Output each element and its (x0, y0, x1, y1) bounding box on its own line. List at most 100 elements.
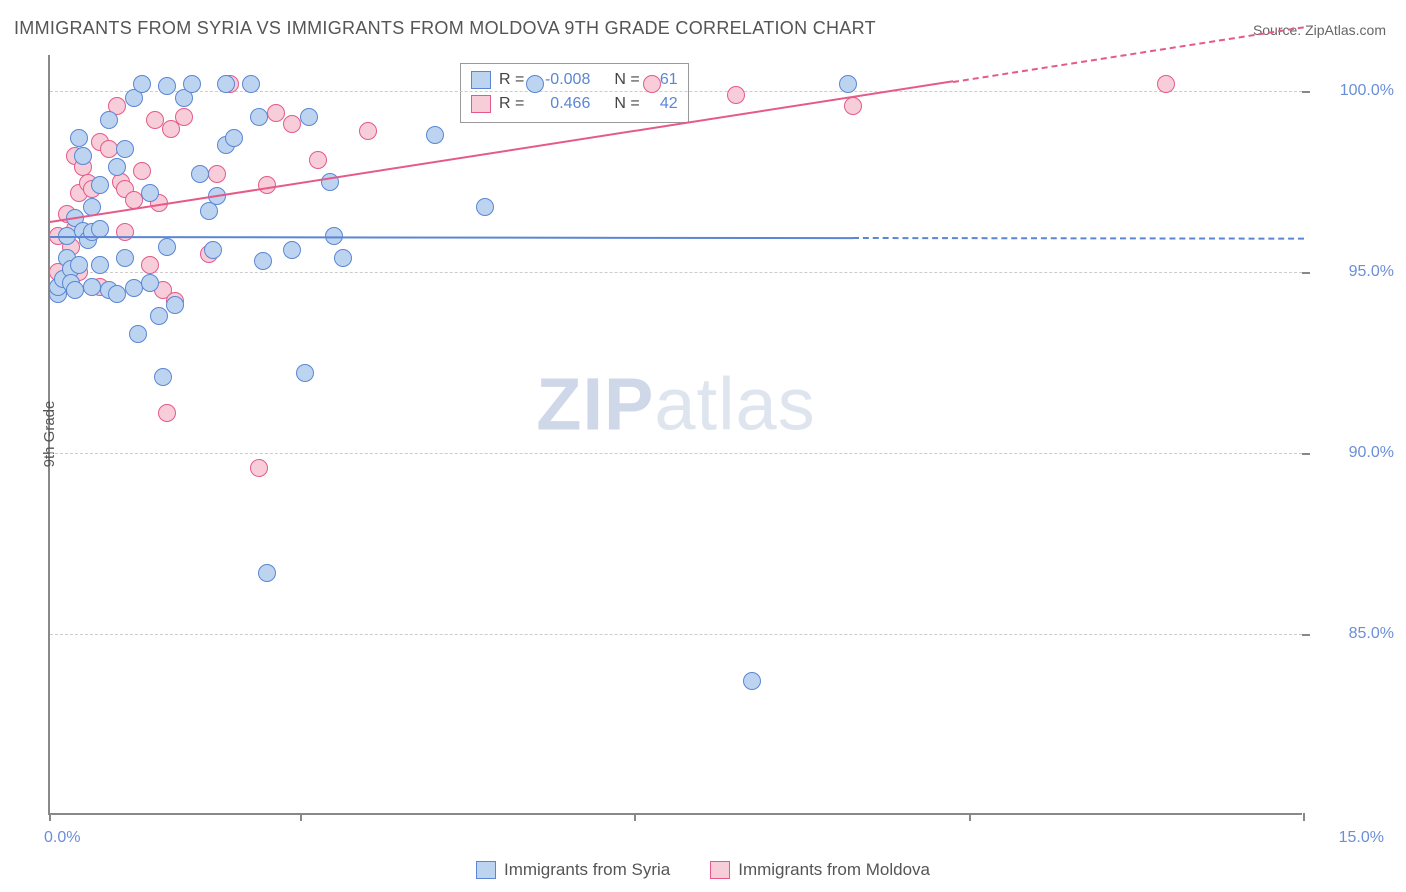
data-point (100, 140, 118, 158)
legend-item-syria: Immigrants from Syria (476, 860, 670, 880)
data-point (66, 281, 84, 299)
data-point (643, 75, 661, 93)
y-tick-mark (1302, 272, 1310, 274)
data-point (426, 126, 444, 144)
data-point (83, 278, 101, 296)
data-point (217, 75, 235, 93)
data-point (283, 115, 301, 133)
gridline-h (50, 91, 1302, 92)
source-name: ZipAtlas.com (1305, 22, 1386, 38)
data-point (116, 223, 134, 241)
watermark-zip: ZIP (536, 362, 654, 445)
chart-title: IMMIGRANTS FROM SYRIA VS IMMIGRANTS FROM… (14, 18, 876, 39)
y-tick-label: 95.0% (1314, 263, 1394, 281)
y-tick-label: 90.0% (1314, 444, 1394, 462)
data-point (91, 220, 109, 238)
data-point (125, 279, 143, 297)
legend-swatch-moldova (710, 861, 730, 879)
gridline-h (50, 634, 1302, 635)
trend-line (953, 26, 1304, 83)
data-point (743, 672, 761, 690)
data-point (334, 249, 352, 267)
legend-item-moldova: Immigrants from Moldova (710, 860, 930, 880)
stat-r-label: R = (499, 68, 524, 92)
legend-label-moldova: Immigrants from Moldova (738, 860, 930, 880)
data-point (476, 198, 494, 216)
x-tick-mark (634, 813, 636, 821)
data-point (309, 151, 327, 169)
data-point (258, 564, 276, 582)
data-point (526, 75, 544, 93)
data-point (208, 165, 226, 183)
data-point (300, 108, 318, 126)
data-point (839, 75, 857, 93)
data-point (154, 368, 172, 386)
data-point (844, 97, 862, 115)
x-tick-label-min: 0.0% (44, 829, 80, 847)
x-tick-mark (300, 813, 302, 821)
stat-r-label-2: R = (499, 92, 524, 116)
y-tick-label: 100.0% (1314, 82, 1394, 100)
data-point (242, 75, 260, 93)
data-point (141, 184, 159, 202)
trend-line (853, 237, 1304, 240)
data-point (267, 104, 285, 122)
legend-label-syria: Immigrants from Syria (504, 860, 670, 880)
data-point (108, 158, 126, 176)
data-point (158, 77, 176, 95)
data-point (158, 238, 176, 256)
data-point (91, 176, 109, 194)
data-point (100, 111, 118, 129)
data-point (175, 108, 193, 126)
y-tick-mark (1302, 453, 1310, 455)
stat-n-label-2: N = (614, 92, 639, 116)
data-point (359, 122, 377, 140)
bottom-legend: Immigrants from Syria Immigrants from Mo… (0, 860, 1406, 880)
x-tick-mark (1303, 813, 1305, 821)
y-tick-label: 85.0% (1314, 625, 1394, 643)
watermark-atlas: atlas (654, 362, 815, 445)
data-point (108, 285, 126, 303)
data-point (74, 147, 92, 165)
data-point (116, 140, 134, 158)
gridline-h (50, 272, 1302, 273)
y-tick-mark (1302, 634, 1310, 636)
x-tick-mark (969, 813, 971, 821)
data-point (91, 256, 109, 274)
data-point (191, 165, 209, 183)
data-point (225, 129, 243, 147)
data-point (141, 274, 159, 292)
x-tick-mark (49, 813, 51, 821)
data-point (70, 256, 88, 274)
data-point (1157, 75, 1175, 93)
data-point (254, 252, 272, 270)
legend-swatch-syria (476, 861, 496, 879)
data-point (133, 75, 151, 93)
data-point (141, 256, 159, 274)
stat-n-moldova: 42 (648, 92, 678, 116)
stats-legend-box: R = -0.008 N = 61 R = 0.466 N = 42 (460, 63, 689, 123)
plot-area: 9th Grade ZIPatlas R = -0.008 N = 61 R =… (48, 55, 1302, 815)
data-point (150, 307, 168, 325)
data-point (283, 241, 301, 259)
gridline-h (50, 453, 1302, 454)
watermark: ZIPatlas (536, 361, 815, 446)
y-tick-mark (1302, 91, 1310, 93)
data-point (250, 108, 268, 126)
data-point (204, 241, 222, 259)
swatch-moldova (471, 95, 491, 113)
stat-r-moldova: 0.466 (532, 92, 590, 116)
data-point (116, 249, 134, 267)
data-point (146, 111, 164, 129)
data-point (250, 459, 268, 477)
y-axis-label: 9th Grade (41, 401, 58, 468)
data-point (727, 86, 745, 104)
data-point (70, 129, 88, 147)
swatch-syria (471, 71, 491, 89)
data-point (166, 296, 184, 314)
data-point (296, 364, 314, 382)
x-tick-label-max: 15.0% (1339, 829, 1384, 847)
data-point (129, 325, 147, 343)
stat-n-label: N = (614, 68, 639, 92)
data-point (133, 162, 151, 180)
